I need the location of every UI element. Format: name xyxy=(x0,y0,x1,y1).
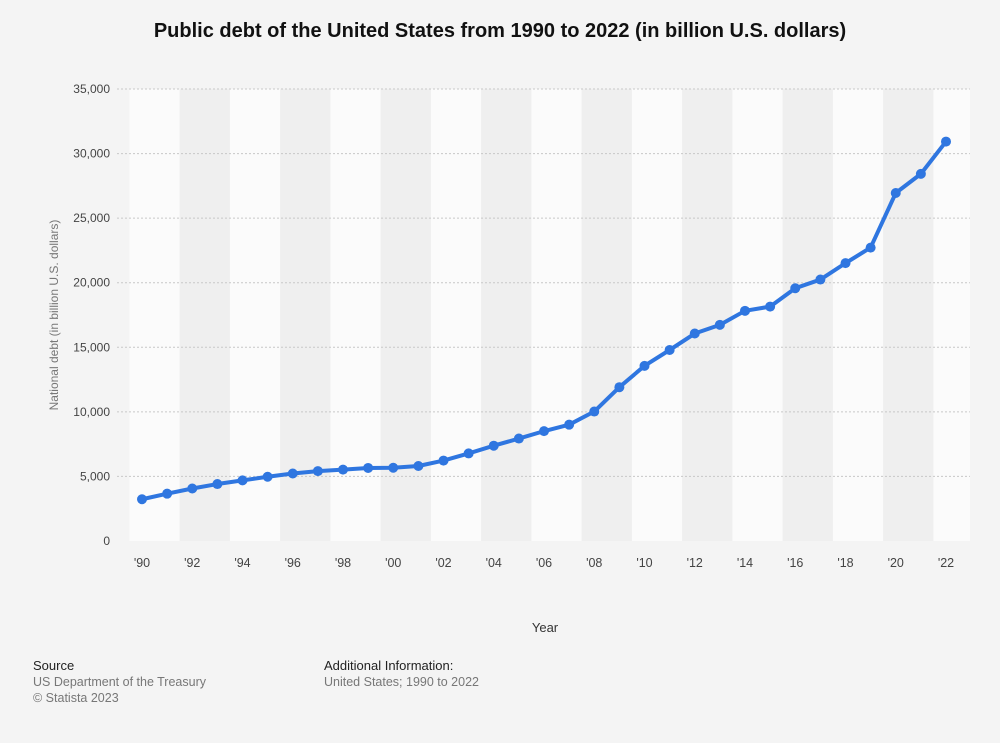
x-tick-label: '98 xyxy=(335,556,351,570)
x-tick-label: '20 xyxy=(888,556,904,570)
data-point xyxy=(815,274,826,285)
y-tick-label: 10,000 xyxy=(73,405,110,419)
source-heading: Source xyxy=(33,658,75,673)
band xyxy=(229,89,281,541)
data-point xyxy=(413,461,424,472)
data-point xyxy=(287,468,298,479)
data-point xyxy=(237,475,248,486)
data-point xyxy=(915,168,926,179)
y-tick-label: 35,000 xyxy=(73,82,110,96)
data-point xyxy=(539,426,549,437)
data-point xyxy=(865,242,876,253)
x-tick-label: '94 xyxy=(234,556,250,570)
data-point xyxy=(162,488,173,499)
y-tick-label: 20,000 xyxy=(73,276,110,290)
x-tick-label: '08 xyxy=(586,556,602,570)
band xyxy=(631,89,683,541)
band xyxy=(682,89,733,541)
y-tick-label: 25,000 xyxy=(73,211,110,225)
x-axis-ticks: '90 '92 '94 '96 '98 '00 '02 '04 '06 '08 '10 '12 '14 '… xyxy=(134,556,954,570)
data-point xyxy=(187,483,198,494)
data-point xyxy=(338,464,348,475)
band xyxy=(330,89,381,541)
band xyxy=(933,89,970,541)
data-point xyxy=(463,448,474,459)
x-tick-label: '04 xyxy=(486,556,502,570)
data-point xyxy=(765,301,776,312)
additional-info-block: Additional Information: United States; 1… xyxy=(324,658,479,690)
x-tick-label: '12 xyxy=(687,556,703,570)
band xyxy=(531,89,582,541)
additional-info-heading: Additional Information: xyxy=(324,658,454,673)
x-tick-label: '22 xyxy=(938,556,954,570)
band xyxy=(430,89,482,541)
x-tick-label: '18 xyxy=(837,556,853,570)
y-tick-label: 0 xyxy=(103,534,110,548)
band xyxy=(883,89,934,541)
y-axis-label: National debt (in billion U.S. dollars) xyxy=(47,220,61,411)
data-point xyxy=(790,283,801,294)
alternating-bands xyxy=(129,89,970,541)
band xyxy=(129,89,180,541)
source-text: US Department of the Treasury xyxy=(33,675,206,689)
x-tick-label: '02 xyxy=(435,556,451,570)
x-tick-label: '96 xyxy=(285,556,301,570)
x-tick-label: '10 xyxy=(636,556,652,570)
x-tick-label: '90 xyxy=(134,556,150,570)
band xyxy=(481,89,532,541)
y-tick-label: 30,000 xyxy=(73,147,110,161)
additional-info-text: United States; 1990 to 2022 xyxy=(324,675,479,689)
data-point xyxy=(740,305,750,316)
x-tick-label: '06 xyxy=(536,556,552,570)
band xyxy=(581,89,632,541)
data-point xyxy=(488,440,499,451)
y-axis-ticks: 0 5,000 10,000 15,000 20,000 25,000 30,000 35,0… xyxy=(73,82,110,548)
x-axis-label: Year xyxy=(532,620,559,635)
data-point xyxy=(664,344,675,355)
data-point xyxy=(388,462,399,473)
chart-title: Public debt of the United States from 19… xyxy=(153,20,847,42)
band xyxy=(179,89,230,541)
data-point xyxy=(890,188,901,199)
data-point xyxy=(212,479,223,490)
y-tick-label: 15,000 xyxy=(73,340,110,354)
data-point xyxy=(312,466,323,477)
source-block: Source US Department of the Treasury © S… xyxy=(33,658,206,706)
copyright-text: © Statista 2023 xyxy=(33,691,119,705)
data-point xyxy=(137,494,147,505)
data-point xyxy=(513,433,524,444)
data-point xyxy=(941,136,951,147)
band xyxy=(380,89,431,541)
data-point xyxy=(262,471,273,482)
data-point xyxy=(714,319,725,330)
band xyxy=(782,89,833,541)
data-point xyxy=(639,360,650,371)
x-tick-label: '14 xyxy=(737,556,753,570)
data-point xyxy=(614,382,625,393)
band xyxy=(832,89,884,541)
data-point xyxy=(589,406,600,417)
data-point xyxy=(689,328,700,339)
series-layer xyxy=(137,136,951,505)
x-tick-label: '92 xyxy=(184,556,200,570)
y-tick-label: 5,000 xyxy=(80,469,110,483)
data-point xyxy=(840,258,851,269)
data-point xyxy=(564,419,575,430)
x-tick-label: '00 xyxy=(385,556,401,570)
data-point xyxy=(438,455,449,466)
x-tick-label: '16 xyxy=(787,556,803,570)
data-point xyxy=(363,462,374,473)
band xyxy=(280,89,331,541)
